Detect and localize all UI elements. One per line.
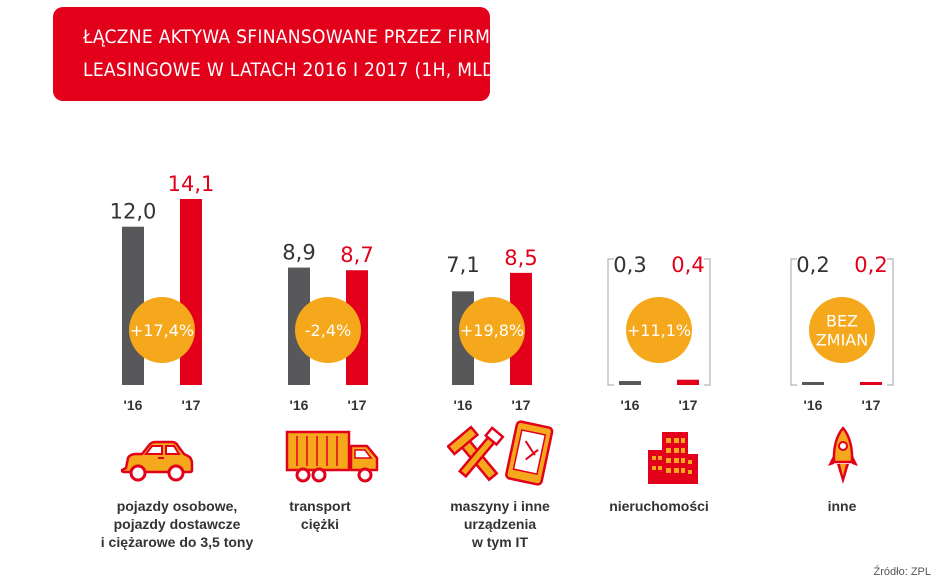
change-badge-text: +11,1% [627,321,691,340]
category-label-line: transport [289,498,351,514]
year-tick-label: '17 [862,397,881,413]
bracket [887,258,894,386]
category-label-real-estate: nieruchomości [559,497,759,515]
year-tick-label: '17 [348,397,367,413]
year-tick-label: '17 [512,397,531,413]
tools-tablet-icon [447,420,554,486]
change-badge [129,297,195,363]
change-badge [626,297,692,363]
title-line-2: LEASINGOWE W LATACH 2016 I 2017 (1H, MLD… [83,59,531,81]
bar [677,379,699,385]
category-label-line: inne [827,498,857,514]
source-note: Źródło: ZPL [873,566,931,578]
data-label: 0,4 [671,253,704,277]
truck-icon [285,430,379,483]
data-label: 7,1 [446,253,479,277]
category-label-line: urządzenia [463,516,537,532]
category-label-line: pojazdy dostawcze [113,516,241,532]
bracket [607,258,614,386]
year-tick-label: '16 [454,397,473,413]
data-label: 12,0 [110,200,157,224]
change-badge-text: +17,4% [130,321,194,340]
title-banner: ŁĄCZNE AKTYWA SFINANSOWANE PRZEZ FIRMY L… [53,7,531,101]
title-line-1: ŁĄCZNE AKTYWA SFINANSOWANE PRZEZ FIRMY [83,26,501,48]
bar [180,199,202,385]
bar [860,382,882,385]
data-label: 8,7 [340,243,373,267]
buildings-icon [648,432,698,484]
change-badge [459,297,525,363]
data-label: 8,9 [282,241,315,265]
category-label-line: maszyny i inne [450,498,550,514]
year-tick-label: '17 [182,397,201,413]
category-label-line: nieruchomości [609,498,709,514]
change-badge-text: +19,8% [460,321,524,340]
change-badge-text: BEZ [826,312,858,331]
category-label-vehicles: pojazdy osobowe, pojazdy dostawcze i cię… [77,497,277,551]
category-label-line: i ciężarowe do 3,5 tony [100,534,254,550]
bracket [790,258,797,386]
year-tick-label: '16 [621,397,640,413]
category-label-heavy-transport: transport ciężki [220,497,420,533]
category-label-machines: maszyny i inne urządzenia w tym IT [400,497,600,551]
rocket-icon [828,426,858,484]
category-label-other: inne [742,497,942,515]
data-label: 0,2 [854,253,887,277]
bracket [704,258,711,386]
data-label: 8,5 [504,246,537,270]
year-tick-label: '17 [679,397,698,413]
data-label: 0,2 [796,253,829,277]
category-label-line: w tym IT [471,534,528,550]
bar [802,382,824,385]
data-label: 14,1 [168,172,215,196]
bar [619,381,641,385]
year-tick-label: '16 [804,397,823,413]
change-badge [295,297,361,363]
change-badge-text: -2,4% [305,321,351,340]
category-label-line: ciężki [300,516,340,532]
year-tick-label: '16 [290,397,309,413]
change-badge-text: ZMIAN [816,331,868,350]
change-badge [809,297,875,363]
category-label-line: pojazdy osobowe, [116,498,238,514]
car-icon [120,440,194,482]
data-label: 0,3 [613,253,646,277]
year-tick-label: '16 [124,397,143,413]
